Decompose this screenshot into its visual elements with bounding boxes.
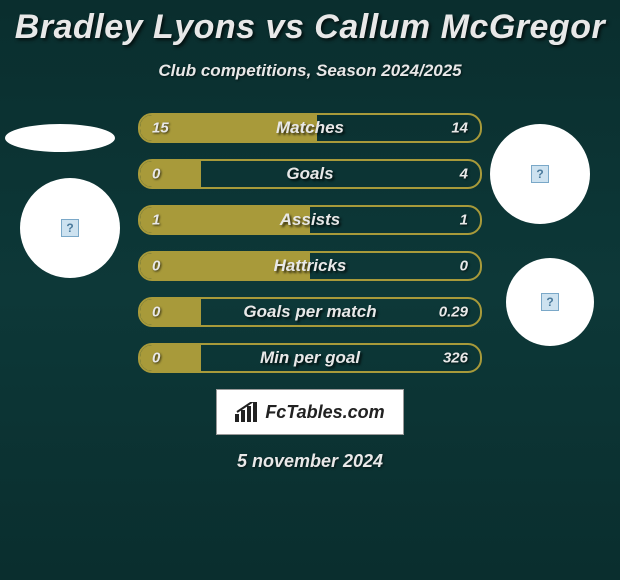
stat-value-left: 15 xyxy=(152,120,169,137)
stat-value-left: 0 xyxy=(152,350,160,367)
stat-row: 0 Min per goal 326 xyxy=(138,343,482,373)
stat-value-left: 0 xyxy=(152,258,160,275)
stat-row: 0 Hattricks 0 xyxy=(138,251,482,281)
stat-label: Min per goal xyxy=(260,348,360,368)
stat-label: Goals per match xyxy=(243,302,376,322)
logo-text: FcTables.com xyxy=(265,402,384,423)
stat-value-right: 326 xyxy=(443,350,468,367)
stat-label: Assists xyxy=(280,210,340,230)
page-title: Bradley Lyons vs Callum McGregor xyxy=(0,0,620,47)
stat-row: 15 Matches 14 xyxy=(138,113,482,143)
stat-row: 0 Goals per match 0.29 xyxy=(138,297,482,327)
stat-value-left: 0 xyxy=(152,304,160,321)
logo-chart-icon xyxy=(235,402,259,422)
stat-bar-fill xyxy=(140,161,201,187)
stat-value-right: 4 xyxy=(460,166,468,183)
stat-value-right: 0 xyxy=(460,258,468,275)
stat-label: Matches xyxy=(276,118,344,138)
stat-row: 1 Assists 1 xyxy=(138,205,482,235)
stats-chart: 15 Matches 14 0 Goals 4 1 Assists 1 0 Hattricks 0 0 G… xyxy=(0,113,620,373)
stat-label: Goals xyxy=(286,164,333,184)
stat-label: Hattricks xyxy=(274,256,347,276)
stat-row: 0 Goals 4 xyxy=(138,159,482,189)
stat-bar-fill xyxy=(140,345,201,371)
stat-bar-fill xyxy=(140,299,201,325)
stat-value-right: 1 xyxy=(460,212,468,229)
stat-value-right: 14 xyxy=(451,120,468,137)
date-label: 5 november 2024 xyxy=(0,451,620,472)
stat-value-right: 0.29 xyxy=(439,304,468,321)
subtitle: Club competitions, Season 2024/2025 xyxy=(0,61,620,81)
stat-value-left: 0 xyxy=(152,166,160,183)
stat-value-left: 1 xyxy=(152,212,160,229)
logo-badge: FcTables.com xyxy=(216,389,404,435)
